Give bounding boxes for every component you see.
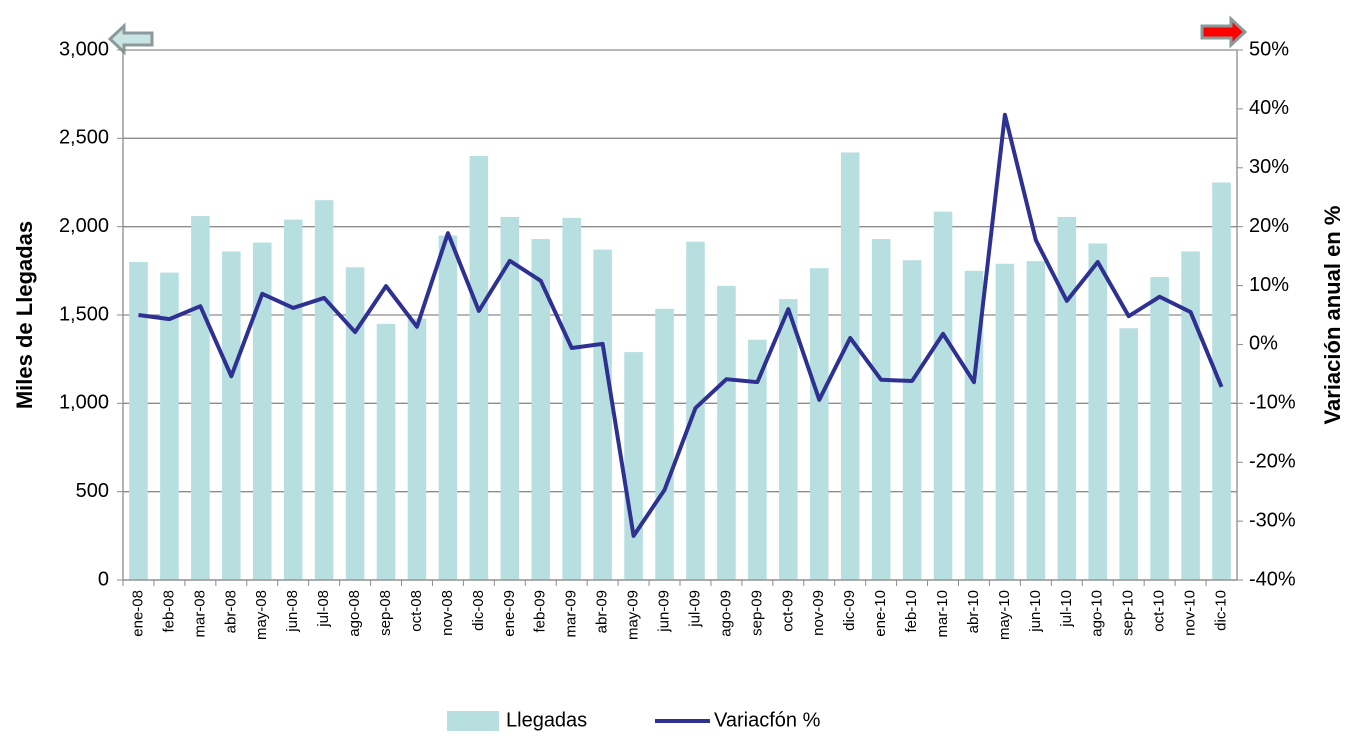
x-tick-label: jul-10 — [1058, 590, 1075, 628]
y2-tick-label: -40% — [1249, 568, 1296, 590]
x-tick-label: nov-08 — [439, 590, 456, 636]
y2-tick-label: 0% — [1249, 333, 1278, 355]
x-tick-label: jul-08 — [315, 590, 332, 628]
y2-tick-label: 30% — [1249, 156, 1289, 178]
bar — [314, 200, 334, 580]
y-tick-label: 2,500 — [59, 127, 109, 149]
x-tick-label: nov-10 — [1182, 590, 1199, 636]
y-tick-label: 2,000 — [59, 215, 109, 237]
bar — [1212, 182, 1231, 580]
x-tick-label: dic-09 — [841, 590, 858, 631]
x-tick-label: ene-09 — [501, 590, 518, 637]
bar — [1088, 243, 1108, 580]
x-tick-label: jun-09 — [655, 590, 672, 633]
y-tick-label: 3,000 — [59, 38, 109, 60]
bar — [779, 299, 798, 580]
bar — [840, 152, 860, 580]
x-tick-label: mar-08 — [191, 590, 208, 638]
bar — [871, 239, 891, 581]
bar — [500, 216, 520, 580]
x-tick-label: oct-08 — [408, 590, 425, 632]
bar — [1181, 251, 1200, 580]
x-tick-label: may-09 — [625, 590, 642, 640]
bar — [748, 339, 767, 580]
bar — [469, 156, 489, 580]
bar — [438, 235, 458, 580]
x-tick-label: ago-08 — [346, 590, 363, 637]
x-tick-label: may-10 — [996, 590, 1013, 640]
bar — [283, 219, 303, 580]
x-tick-label: ene-10 — [872, 590, 889, 637]
x-tick-label: ago-09 — [717, 590, 734, 637]
x-tick-label: feb-09 — [532, 590, 549, 633]
x-tick-label: abr-08 — [222, 590, 239, 633]
bar — [376, 323, 396, 580]
bar — [1057, 216, 1077, 580]
y-tick-label: 1,000 — [59, 392, 109, 414]
bar — [933, 211, 953, 580]
y-axis-title: Miles de Llegadas — [12, 221, 37, 409]
bar — [531, 239, 551, 581]
x-tick-label: abr-10 — [965, 590, 982, 633]
bar — [809, 268, 829, 580]
x-tick-label: dic-08 — [470, 590, 487, 631]
x-tick-label: nov-09 — [810, 590, 827, 636]
left-arrow — [107, 22, 154, 56]
x-tick-label: abr-09 — [594, 590, 611, 633]
x-tick-label: dic-10 — [1212, 590, 1229, 631]
x-tick-label: jun-10 — [1027, 590, 1044, 633]
legend-swatch — [447, 711, 499, 731]
y2-tick-label: 50% — [1249, 38, 1289, 60]
x-tick-label: mar-10 — [934, 590, 951, 638]
y2-tick-label: 10% — [1249, 274, 1289, 296]
x-tick-label: ago-10 — [1089, 590, 1106, 637]
bar — [717, 285, 736, 580]
y2-tick-label: -10% — [1249, 392, 1296, 414]
x-tick-label: sep-09 — [748, 590, 765, 636]
legend-label: Variacfón % — [714, 709, 821, 731]
right-arrow — [1200, 15, 1248, 49]
legend-label: Llegadas — [506, 709, 587, 731]
x-tick-label: oct-09 — [779, 590, 796, 632]
bar — [902, 260, 922, 580]
bar — [407, 318, 427, 580]
y2-axis-title: Variación anual en % — [1320, 206, 1345, 425]
bar — [655, 308, 674, 580]
bar — [593, 249, 612, 580]
y2-tick-label: -30% — [1249, 509, 1296, 531]
x-tick-label: oct-10 — [1151, 590, 1168, 632]
y-tick-label: 0 — [98, 568, 109, 590]
bar — [252, 242, 272, 581]
bar — [1150, 277, 1169, 580]
bar — [562, 217, 581, 581]
bar — [160, 272, 179, 580]
bar — [129, 262, 148, 580]
bar — [1026, 261, 1046, 580]
bar — [624, 352, 643, 580]
x-tick-label: jun-08 — [284, 590, 301, 633]
y-tick-label: 500 — [76, 480, 109, 502]
x-tick-label: ene-08 — [129, 590, 146, 637]
x-tick-label: may-08 — [253, 590, 270, 640]
bar — [345, 267, 365, 580]
y2-tick-label: 40% — [1249, 97, 1289, 119]
x-tick-label: sep-10 — [1120, 590, 1137, 636]
x-tick-label: sep-08 — [377, 590, 394, 636]
y2-tick-label: 20% — [1249, 215, 1289, 237]
bar — [1119, 328, 1138, 580]
bar — [222, 251, 241, 580]
line — [138, 112, 1224, 538]
x-tick-label: feb-08 — [160, 590, 177, 633]
bar — [995, 263, 1015, 580]
y-tick-label: 1,500 — [59, 303, 109, 325]
x-tick-label: feb-10 — [903, 590, 920, 633]
bar — [191, 216, 210, 581]
x-tick-label: jul-09 — [686, 590, 703, 628]
y2-tick-label: -20% — [1249, 451, 1296, 473]
x-tick-label: mar-09 — [563, 590, 580, 638]
